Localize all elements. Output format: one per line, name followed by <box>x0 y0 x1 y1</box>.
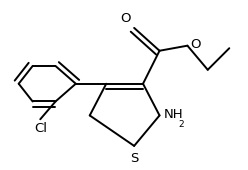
Text: 2: 2 <box>179 120 184 129</box>
Text: S: S <box>130 152 138 165</box>
Text: O: O <box>190 38 201 51</box>
Text: O: O <box>120 12 130 25</box>
Text: Cl: Cl <box>34 122 47 135</box>
Text: NH: NH <box>163 108 183 121</box>
